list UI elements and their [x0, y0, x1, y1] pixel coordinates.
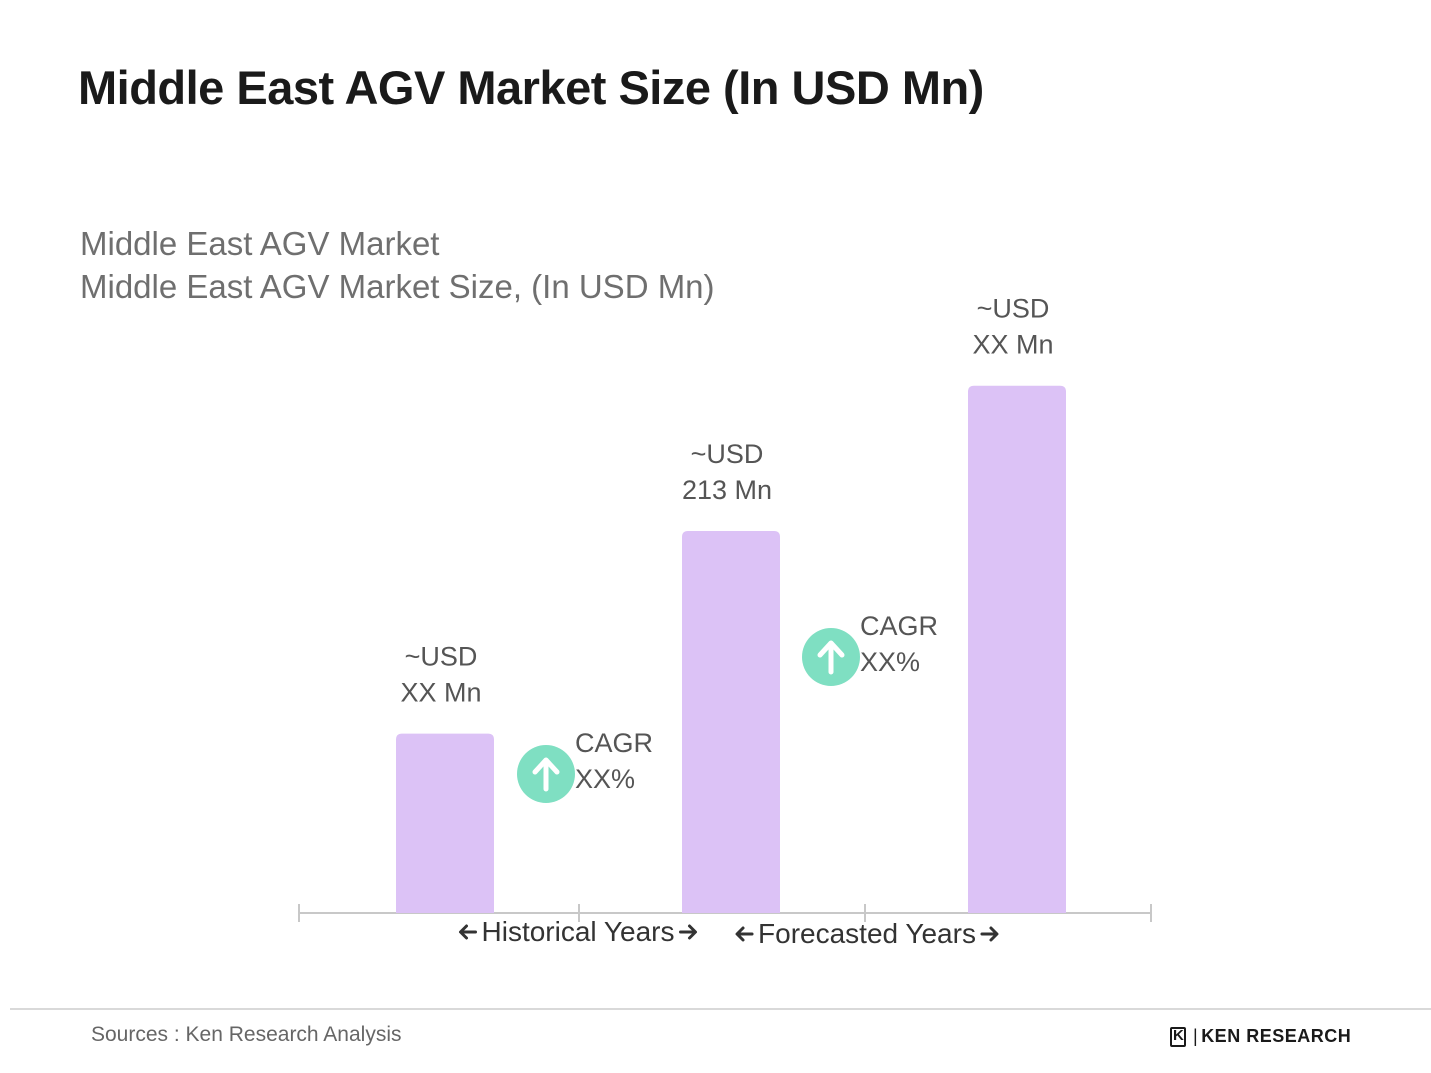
chart-title: Middle East AGV Market Size (In USD Mn) — [78, 61, 984, 114]
bar-1 — [682, 530, 780, 913]
bar-label-0-0: ~USD — [405, 642, 478, 672]
bar-2 — [968, 385, 1066, 913]
brand-name: KEN RESEARCH — [1201, 1026, 1352, 1046]
bar-label-2-0: ~USD — [977, 294, 1050, 324]
period-label-0: Historical Years — [482, 916, 675, 947]
arrow-left-icon — [459, 924, 478, 940]
bar-label-0-1: XX Mn — [400, 678, 481, 708]
brand-logo: | KEN RESEARCH — [1170, 1026, 1351, 1047]
sources-note: Sources : Ken Research Analysis — [91, 1023, 402, 1046]
ken-research-logo-icon — [1170, 1026, 1186, 1047]
arrow-right-icon — [980, 926, 999, 942]
footer-divider — [10, 1008, 1431, 1010]
bar-chart: ~USD XX Mn ~USD 213 Mn ~USD XX Mn CAGR XX% CAGR X… — [298, 294, 1152, 949]
arrow-left-icon — [735, 926, 754, 942]
cagr-value-0: XX% — [575, 764, 635, 794]
arrow-right-icon — [678, 924, 697, 940]
chart-subtitle-market: Middle East AGV Market — [80, 225, 440, 262]
chart-subtitle-size: Middle East AGV Market Size, (In USD Mn) — [80, 268, 715, 305]
cagr-value-1: XX% — [860, 647, 920, 677]
bar-0 — [396, 733, 494, 913]
arrow-up-icon — [532, 757, 560, 792]
cagr-label-1: CAGR — [860, 611, 938, 641]
bar-label-1-1: 213 Mn — [682, 475, 772, 505]
cagr-label-0: CAGR — [575, 728, 653, 758]
period-label-1: Forecasted Years — [758, 918, 976, 949]
bar-label-2-1: XX Mn — [972, 330, 1053, 360]
bar-label-1-0: ~USD — [691, 439, 764, 469]
arrow-up-icon — [817, 640, 845, 675]
